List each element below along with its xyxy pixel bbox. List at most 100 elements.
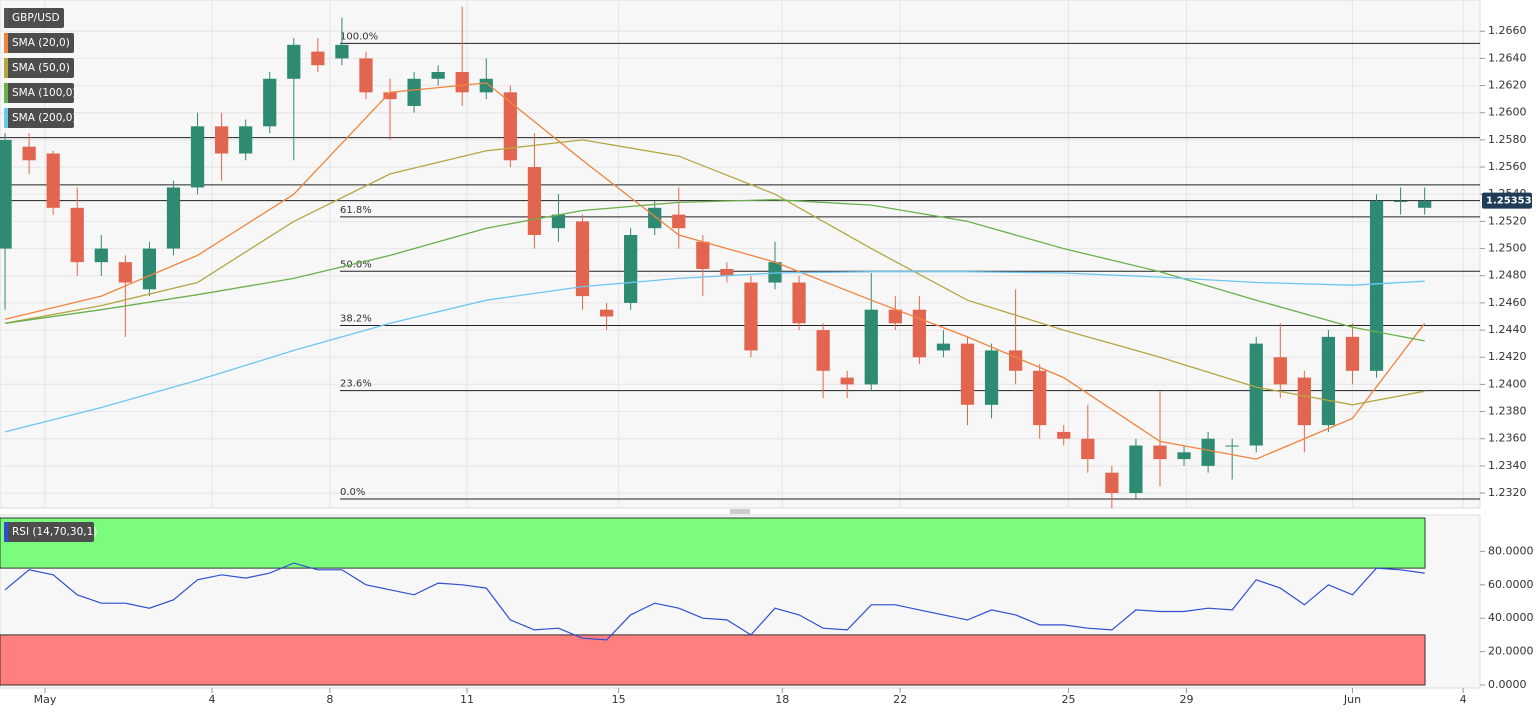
legend-box — [4, 33, 74, 53]
x-tick-label: Jun — [1343, 693, 1361, 706]
candle-body — [190, 126, 205, 188]
y-tick-label: 0.0000 — [1488, 678, 1527, 691]
legend-swatch — [4, 83, 8, 103]
panel-resize-handle[interactable] — [730, 509, 750, 514]
sma-line — [5, 199, 1425, 342]
legend-box — [4, 522, 94, 542]
legend-swatch — [4, 33, 8, 53]
candle-body — [359, 58, 373, 93]
legend-box — [4, 58, 74, 78]
candle-body — [1129, 445, 1143, 494]
fib-label: 61.8% — [340, 205, 372, 216]
candle-body — [840, 377, 854, 385]
candle-body — [888, 309, 902, 324]
candle-body — [94, 248, 108, 263]
rsi-line — [4, 562, 1425, 641]
x-tick-label: 4 — [208, 693, 215, 706]
candle-body — [431, 71, 445, 79]
y-tick-label: 1.2380 — [1488, 405, 1527, 418]
fib-label: 23.6% — [340, 379, 372, 390]
x-tick-label: 4 — [1460, 693, 1467, 706]
candle-body — [912, 309, 926, 358]
candle-body — [263, 78, 277, 127]
candle-body — [936, 343, 951, 351]
candle-body — [311, 51, 325, 66]
candle-body — [287, 44, 301, 79]
legend-label: SMA (50,0) — [12, 62, 70, 74]
candle-body — [696, 241, 710, 269]
y-tick-label: 60.0000 — [1488, 578, 1534, 591]
y-tick-label: 1.2520 — [1488, 214, 1527, 227]
candle-body — [551, 214, 566, 229]
candle-body — [599, 309, 614, 317]
sma-line — [4, 271, 1425, 433]
legend-label: SMA (20,0) — [12, 37, 70, 49]
legend-label: SMA (200,0) — [12, 112, 77, 124]
y-tick-label: 1.2660 — [1488, 24, 1527, 37]
legend-box — [4, 83, 74, 103]
last-price-label: 1.25353 — [1486, 196, 1532, 207]
y-tick-label: 1.2500 — [1488, 242, 1527, 255]
legend-swatch — [4, 8, 8, 28]
price-panel — [0, 0, 1481, 509]
legend-swatch — [4, 522, 8, 542]
oversold-zone — [0, 634, 1426, 686]
candle-body — [503, 92, 517, 161]
candle-body — [984, 350, 999, 405]
x-tick-label: 8 — [326, 693, 333, 706]
candle-body — [22, 146, 36, 161]
candle-body — [239, 126, 253, 154]
candle-body — [142, 248, 157, 290]
legend-label: SMA (100,0) — [12, 87, 77, 99]
candle-body — [407, 78, 421, 106]
candle-body — [455, 71, 469, 93]
candle-body — [575, 221, 590, 297]
candle-body — [0, 139, 12, 249]
sma-line — [4, 82, 1426, 460]
candle-body — [1009, 350, 1023, 371]
candle-body — [1081, 438, 1095, 460]
candle-body — [1105, 472, 1119, 494]
candle-body — [768, 262, 782, 283]
y-tick-label: 1.2420 — [1488, 350, 1527, 363]
candle-body — [720, 268, 734, 276]
fib-label: 50.0% — [340, 259, 372, 270]
candle-body — [46, 153, 60, 208]
candle-body — [527, 167, 542, 235]
fib-label: 38.2% — [340, 313, 372, 324]
candle-body — [166, 187, 181, 249]
candle-body — [335, 44, 349, 59]
candle-body — [960, 343, 975, 405]
legend-swatch — [4, 58, 8, 78]
y-tick-label: 1.2600 — [1488, 106, 1527, 119]
candle-body — [118, 262, 132, 283]
x-tick-label: 15 — [612, 693, 626, 706]
fib-label: 0.0% — [340, 487, 365, 498]
y-tick-label: 1.2440 — [1488, 323, 1527, 336]
candle-body — [864, 309, 878, 385]
y-tick-label: 1.2400 — [1488, 377, 1527, 390]
candle-body — [1393, 201, 1408, 203]
y-tick-label: 1.2560 — [1488, 160, 1527, 173]
y-tick-label: 1.2620 — [1488, 79, 1527, 92]
candle-body — [816, 330, 830, 371]
legend-box — [4, 8, 64, 28]
candle-body — [1418, 201, 1432, 208]
candle-body — [744, 282, 758, 351]
candle-body — [1225, 445, 1239, 447]
overbought-zone — [0, 517, 1426, 569]
candle-body — [1297, 377, 1311, 426]
candle-body — [672, 214, 686, 229]
y-tick-label: 1.2640 — [1488, 51, 1527, 64]
y-tick-label: 80.0000 — [1488, 544, 1534, 557]
y-tick-label: 1.2580 — [1488, 133, 1527, 146]
x-tick-label: 18 — [775, 693, 789, 706]
y-tick-label: 40.0000 — [1488, 611, 1534, 624]
y-tick-label: 1.2340 — [1488, 459, 1527, 472]
legend-label: GBP/USD — [12, 12, 60, 24]
x-tick-label: 29 — [1179, 693, 1193, 706]
last-price-box — [1482, 192, 1532, 209]
candle-body — [214, 126, 229, 154]
x-tick-label: 22 — [893, 693, 907, 706]
